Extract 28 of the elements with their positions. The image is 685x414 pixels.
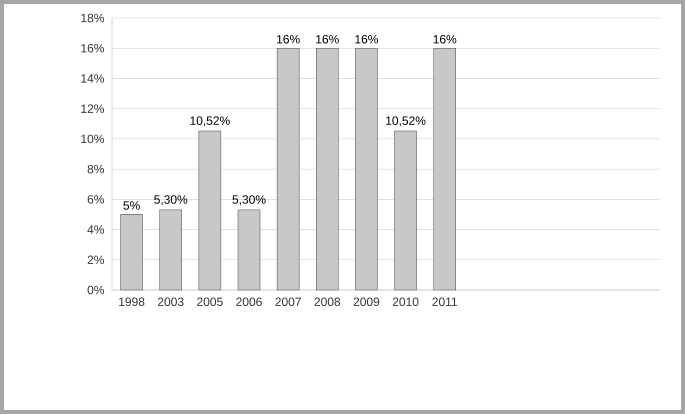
x-tick-label: 2005 <box>197 298 223 306</box>
y-tick-label: 10% <box>81 134 104 144</box>
y-tick-label: 4% <box>87 225 104 234</box>
data-label: 10,52% <box>386 116 426 126</box>
x-tick-label: 1998 <box>119 298 144 306</box>
y-tick-label: 0% <box>88 286 104 294</box>
x-tick-label: 2011 <box>432 298 458 306</box>
y-tick-label: 8% <box>88 164 104 174</box>
y-tick-label: 16% <box>81 44 104 52</box>
data-label: 5% <box>123 201 140 210</box>
x-tick-label: 2008 <box>314 298 340 306</box>
data-label: 16% <box>277 35 300 44</box>
y-tick-label: 2% <box>88 256 104 264</box>
y-tick-label: 12% <box>81 104 104 113</box>
data-label: 5,30% <box>154 195 188 206</box>
data-label: 16% <box>434 35 456 44</box>
data-label: 5,30% <box>232 195 266 206</box>
x-tick-label: 2007 <box>275 298 301 306</box>
data-label: 16% <box>355 35 378 44</box>
y-tick-label: 18% <box>81 14 104 22</box>
y-tick-label: 14% <box>81 74 104 83</box>
y-tick-label: 6% <box>88 195 104 204</box>
data-label: 16% <box>316 35 339 44</box>
data-label: 10,52% <box>190 116 230 126</box>
x-tick-label: 2010 <box>392 298 418 306</box>
x-tick-label: 2003 <box>158 298 184 306</box>
x-tick-label: 2006 <box>236 298 262 306</box>
x-tick-label: 2009 <box>354 298 380 306</box>
